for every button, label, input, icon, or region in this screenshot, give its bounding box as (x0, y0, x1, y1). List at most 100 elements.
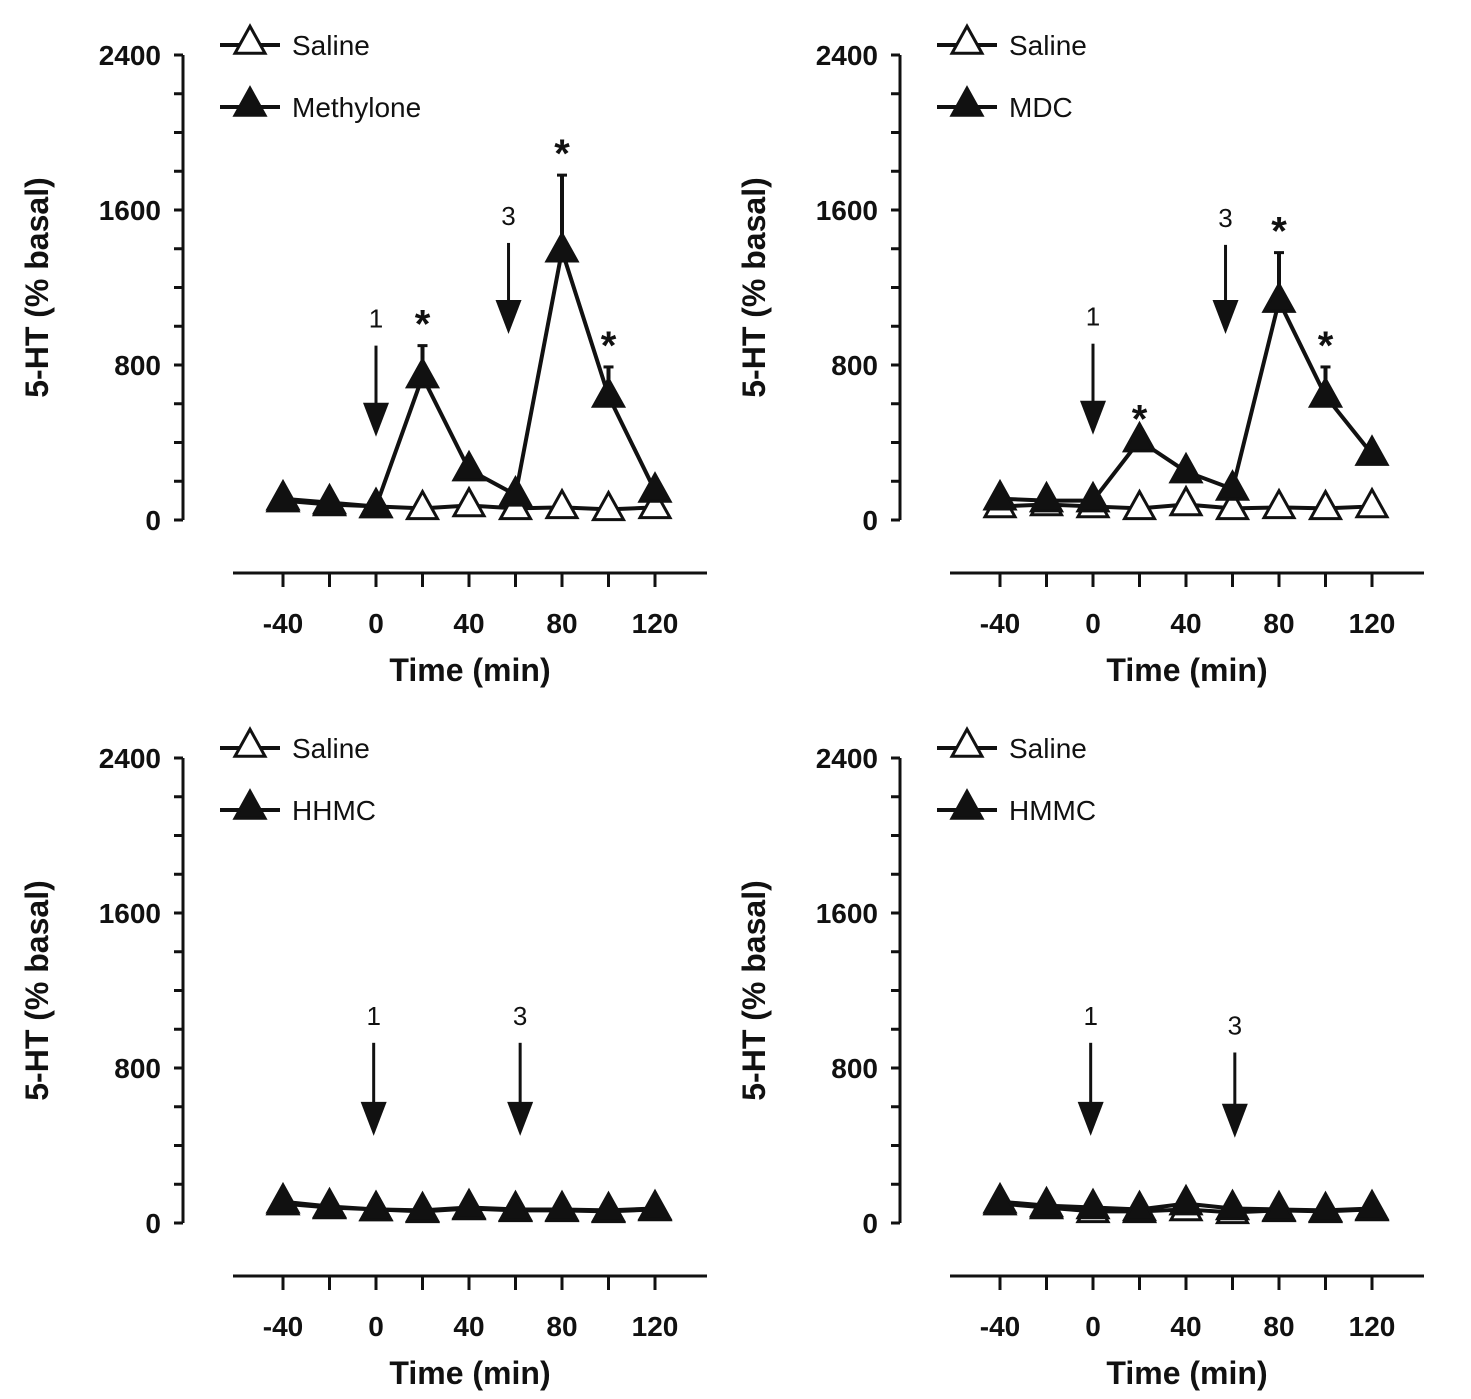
y-tick-label: 0 (145, 505, 161, 536)
arrow-head (507, 1101, 534, 1136)
x-tick-label: -40 (263, 1311, 303, 1342)
y-tick-label: 800 (114, 1053, 161, 1084)
x-tick-label: 0 (368, 608, 384, 639)
legend-open-triangle-marker (232, 23, 268, 55)
significance-star: * (554, 132, 570, 176)
x-tick-label: -40 (980, 608, 1020, 639)
arrow-head (495, 300, 522, 334)
legend-label: Saline (1009, 30, 1087, 61)
y-tick-label: 0 (862, 1208, 878, 1239)
chart-panel-4: 0 800 1600 2400 5-HT (% basal) -40 0 40 80 120 Tim… (736, 726, 1424, 1391)
data-point-filled-triangle (1214, 1188, 1251, 1221)
y-tick-label: 800 (114, 350, 161, 381)
legend-label: Methylone (292, 92, 421, 123)
legend-label: HMMC (1009, 795, 1096, 826)
data-point-filled-triangle (1028, 480, 1065, 513)
x-axis-title: Time (min) (389, 652, 550, 688)
data-point-filled-triangle (1261, 281, 1297, 313)
x-tick-label: 80 (546, 608, 577, 639)
y-axis-title: 5-HT (% basal) (19, 177, 55, 397)
legend-label: Saline (1009, 733, 1087, 764)
arrow-label: 3 (1218, 203, 1232, 233)
data-point-filled-triangle (637, 1188, 673, 1221)
data-point-filled-triangle (1121, 420, 1158, 453)
legend-filled-triangle-marker (232, 85, 268, 117)
data-point-open-triangle (1121, 488, 1158, 521)
data-point-filled-triangle (451, 1187, 487, 1220)
data-point-open-triangle (404, 488, 441, 521)
legend-open-triangle-marker (232, 726, 268, 758)
data-point-filled-triangle (265, 1181, 301, 1214)
data-point-open-triangle (1354, 486, 1390, 519)
x-tick-label: -40 (263, 608, 303, 639)
data-point-filled-triangle (1354, 434, 1390, 466)
y-axis-title: 5-HT (% basal) (736, 177, 772, 397)
data-point-filled-triangle (1354, 1188, 1390, 1221)
x-axis-title: Time (min) (1106, 1355, 1267, 1391)
arrow-head (1212, 300, 1239, 334)
y-tick-label: 2400 (99, 40, 161, 71)
data-point-filled-triangle (544, 230, 580, 263)
data-point-filled-triangle (1168, 451, 1204, 484)
chart-panel-2: 0 800 1600 2400 5-HT (% basal) -40 0 40 80 120 Tim… (736, 23, 1424, 688)
data-point-filled-triangle (590, 1190, 627, 1223)
data-point-open-triangle (451, 485, 487, 518)
data-point-filled-triangle (404, 1190, 441, 1223)
x-tick-label: 120 (632, 1311, 679, 1342)
data-point-open-triangle (590, 489, 627, 522)
legend-filled-triangle-marker (949, 85, 985, 117)
y-tick-label: 1600 (816, 195, 878, 226)
data-point-open-triangle (1261, 487, 1297, 520)
x-tick-label: 120 (1349, 1311, 1396, 1342)
significance-star: * (1271, 210, 1287, 254)
legend-filled-triangle-marker (232, 788, 268, 820)
significance-star: * (601, 324, 617, 368)
y-tick-label: 2400 (816, 743, 878, 774)
arrow-head (1077, 1101, 1104, 1136)
x-tick-label: 120 (632, 608, 679, 639)
arrow-label: 3 (513, 1001, 527, 1031)
arrow-label: 1 (366, 1001, 380, 1031)
arrow-label: 1 (369, 304, 383, 334)
significance-star: * (1318, 324, 1334, 368)
y-tick-label: 0 (862, 505, 878, 536)
data-point-filled-triangle (1075, 480, 1111, 513)
data-point-filled-triangle (1307, 1190, 1344, 1223)
x-tick-label: 0 (368, 1311, 384, 1342)
x-tick-label: -40 (980, 1311, 1020, 1342)
y-axis-title: 5-HT (% basal) (19, 880, 55, 1100)
x-axis-title: Time (min) (389, 1355, 550, 1391)
data-point-filled-triangle (311, 1186, 348, 1219)
data-point-filled-triangle (1168, 1183, 1204, 1216)
x-tick-label: 40 (1170, 1311, 1201, 1342)
arrow-label: 1 (1086, 302, 1100, 332)
data-point-open-triangle (1307, 488, 1344, 521)
legend-open-triangle-marker (949, 726, 985, 758)
data-point-filled-triangle (497, 1189, 534, 1222)
legend-label: MDC (1009, 92, 1073, 123)
y-tick-label: 800 (831, 1053, 878, 1084)
y-tick-label: 1600 (816, 898, 878, 929)
data-point-filled-triangle (404, 356, 441, 389)
data-point-filled-triangle (358, 486, 394, 519)
data-point-open-triangle (1168, 484, 1204, 517)
arrow-head (360, 1101, 387, 1136)
arrow-label: 3 (501, 201, 515, 231)
data-point-filled-triangle (1214, 469, 1251, 501)
x-tick-label: 40 (453, 1311, 484, 1342)
y-tick-label: 2400 (816, 40, 878, 71)
x-axis-title: Time (min) (1106, 652, 1267, 688)
arrow-head (363, 402, 389, 437)
data-point-filled-triangle (1121, 1189, 1158, 1222)
legend-label: Saline (292, 30, 370, 61)
data-point-filled-triangle (311, 482, 348, 515)
y-tick-label: 800 (831, 350, 878, 381)
data-point-filled-triangle (1261, 1189, 1297, 1222)
x-tick-label: 0 (1085, 1311, 1101, 1342)
x-tick-label: 120 (1349, 608, 1396, 639)
legend-label: HHMC (292, 795, 376, 826)
arrow-label: 1 (1083, 1001, 1097, 1031)
chart-panel-1: 0 800 1600 2400 5-HT (% basal) -40 0 40 80 120 Tim… (19, 23, 707, 688)
y-tick-label: 1600 (99, 898, 161, 929)
